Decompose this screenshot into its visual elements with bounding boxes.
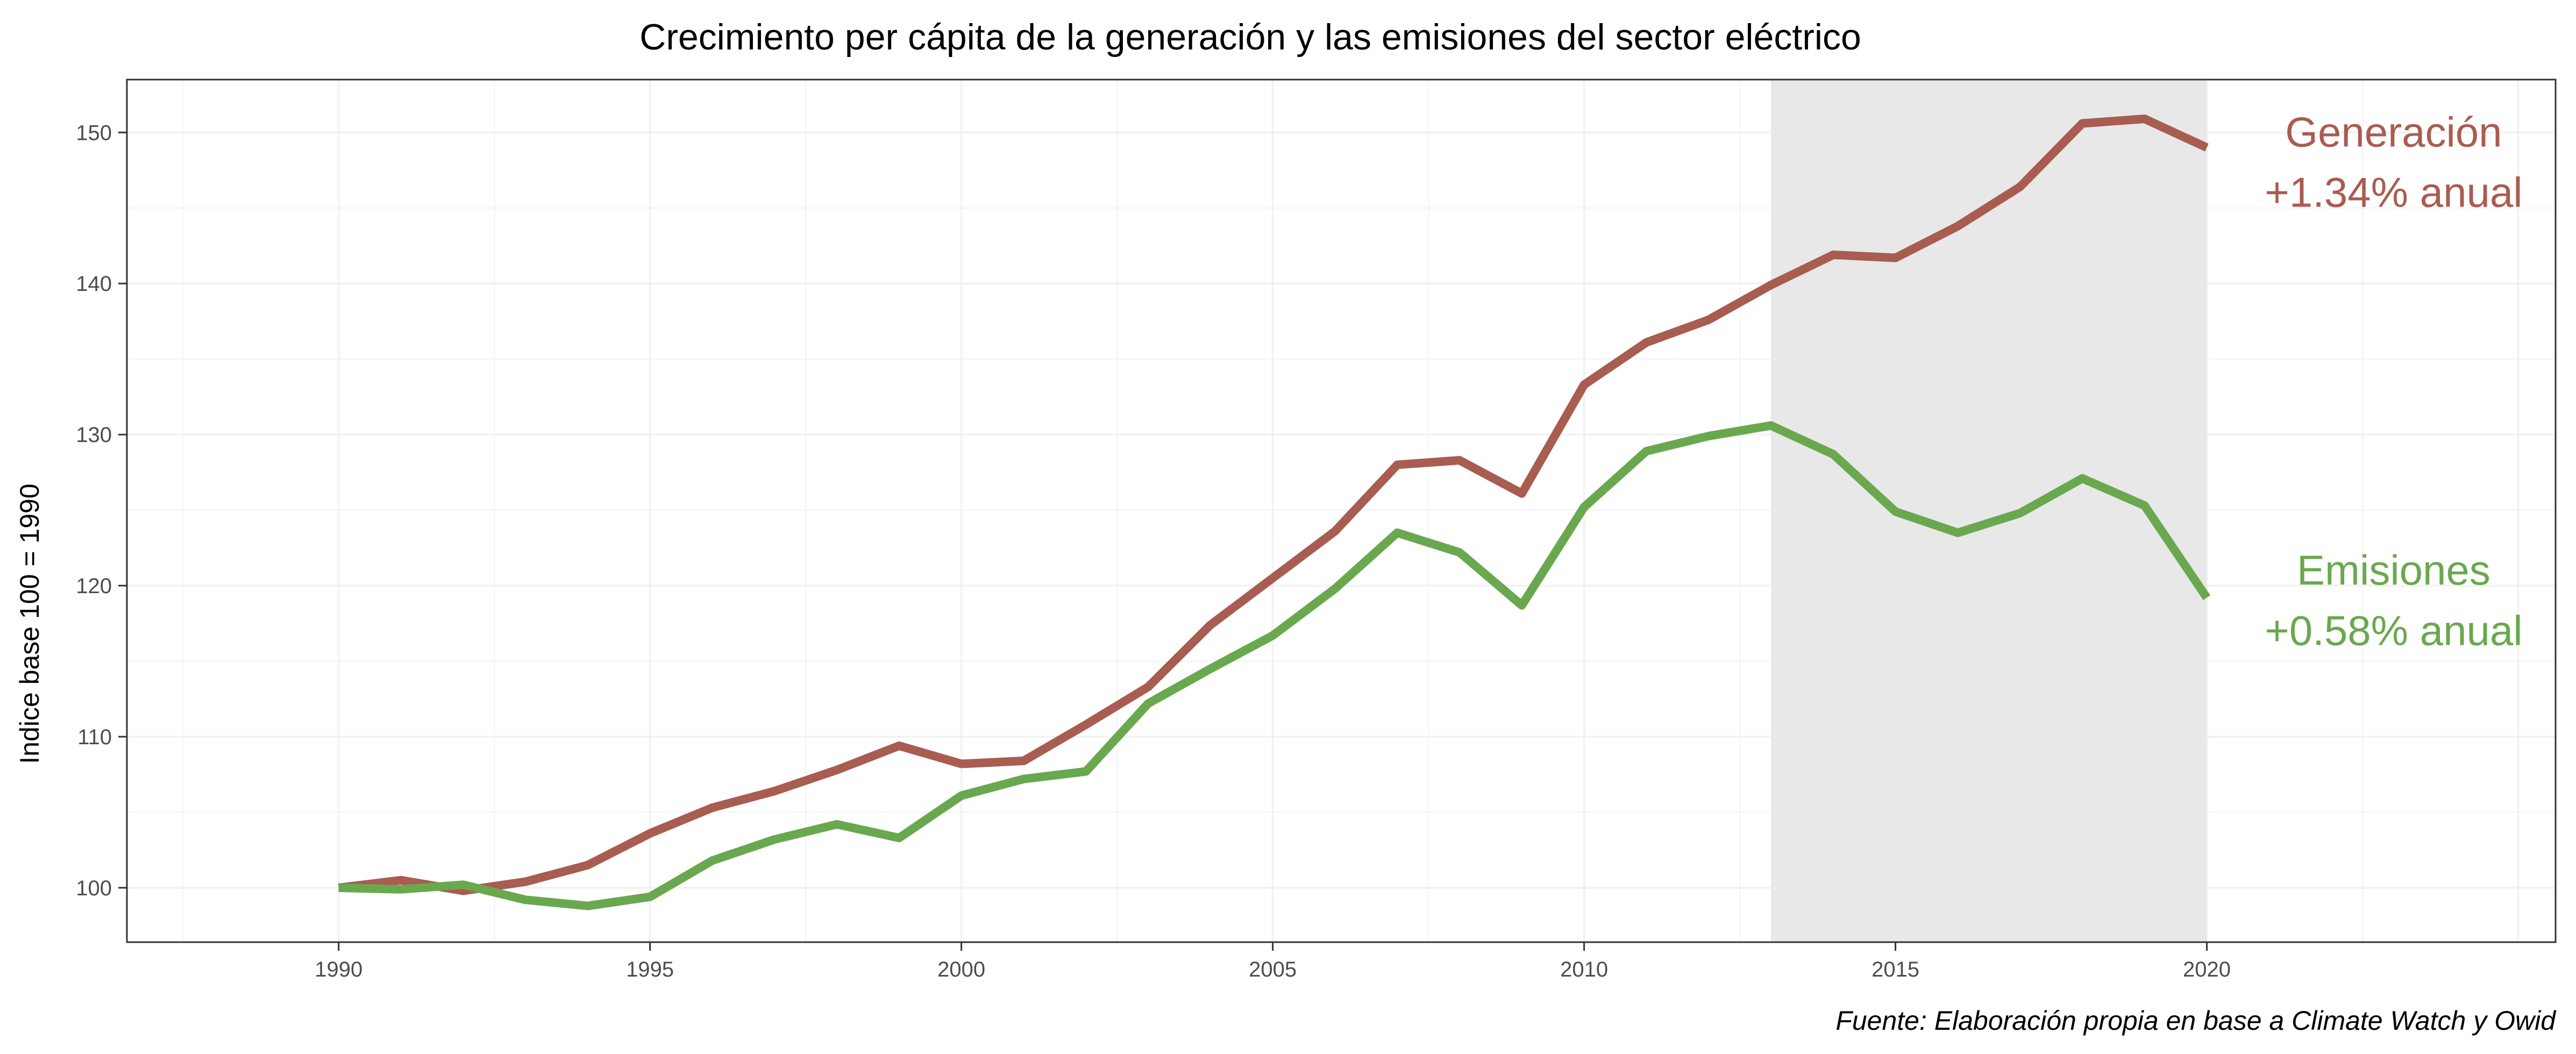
x-tick-label: 2000 [937, 958, 985, 981]
x-tick-label: 2010 [1560, 958, 1608, 981]
x-tick-label: 2015 [1871, 958, 1919, 981]
series-annotation-1: +1.34% anual [2265, 169, 2522, 216]
y-tick-label: 110 [77, 725, 112, 749]
y-tick-label: 130 [76, 423, 112, 447]
plot-border [126, 79, 2557, 943]
y-tick-label: 100 [76, 877, 112, 900]
plot-area: 1990 1995 2000 2005 2010 2015 2020 100 110 120 130… [76, 79, 2557, 981]
x-tick-label: 2020 [2183, 958, 2231, 981]
series-line-2 [338, 421, 2211, 910]
y-tick-label: 120 [76, 574, 112, 598]
source-caption: Fuente: Elaboración propia en base a Cli… [1835, 1006, 2557, 1036]
x-tick-label: 1995 [626, 958, 674, 981]
y-axis-label: Indice base 100 = 1990 [15, 483, 45, 764]
series-line-1 [338, 115, 2209, 895]
series-annotation-2: Emisiones [2297, 546, 2490, 594]
y-tick-label: 150 [76, 121, 112, 145]
y-tick-label: 140 [76, 272, 112, 296]
x-tick-label: 2005 [1249, 958, 1297, 981]
series-annotation-1: Generación [2285, 108, 2502, 155]
series-annotation-2: +0.58% anual [2265, 607, 2522, 654]
shaded-period [1770, 80, 2207, 942]
x-tick-label: 1990 [315, 958, 362, 981]
chart-title: Crecimiento per cápita de la generación … [639, 17, 1861, 58]
